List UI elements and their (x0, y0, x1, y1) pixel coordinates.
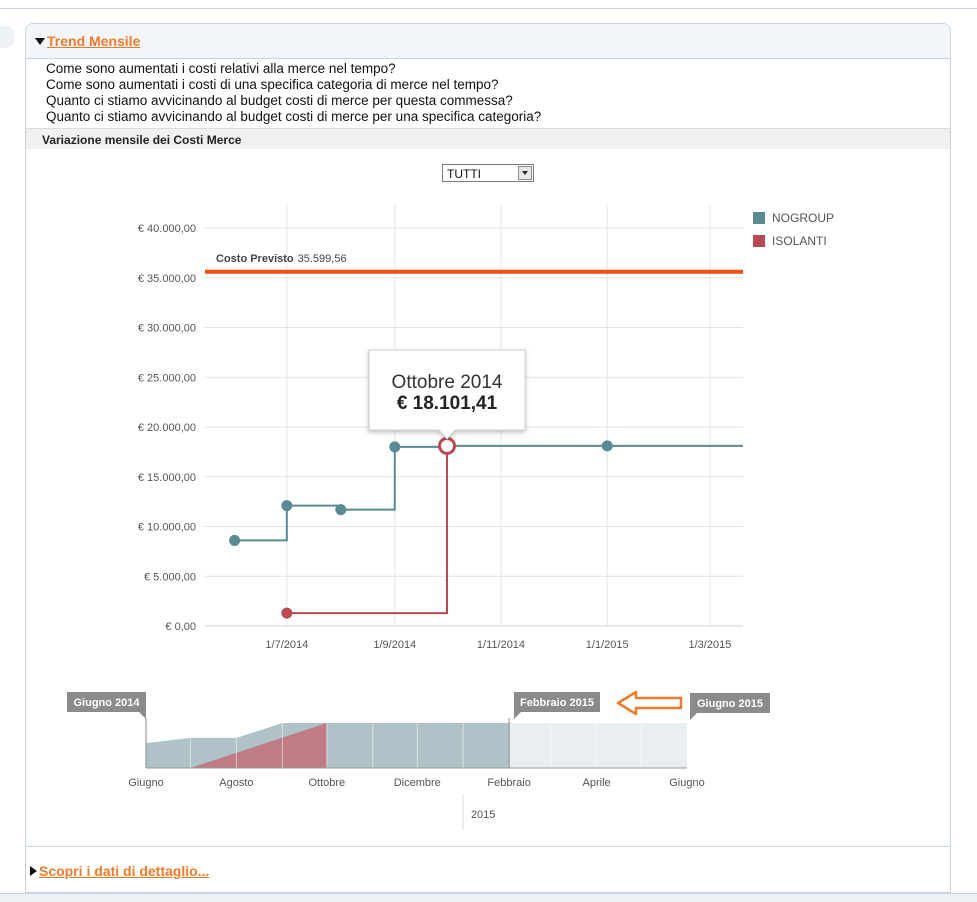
panel-header[interactable]: Trend Mensile (26, 24, 950, 59)
question-list: Come sono aumentati i costi relativi all… (46, 61, 541, 125)
collapse-side-tab[interactable] (0, 26, 14, 48)
chart-subheader: Variazione mensile dei Costi Merce (26, 128, 950, 149)
detail-data-link[interactable]: Scopri i dati di dettaglio... (39, 863, 210, 879)
question-4: Quanto ci stiamo avvicinando al budget c… (46, 109, 542, 124)
dropdown-arrow-icon[interactable] (518, 166, 532, 180)
collapsed-triangle-icon[interactable] (30, 866, 37, 876)
category-filter-value: TUTTI (447, 167, 481, 181)
chart-subheader-label: Variazione mensile dei Costi Merce (42, 133, 242, 147)
expand-triangle-icon[interactable] (35, 38, 45, 45)
question-2: Come sono aumentati i costi di una speci… (46, 77, 499, 92)
window-top-border (0, 0, 977, 9)
question-3: Quanto ci stiamo avvicinando al budget c… (46, 93, 513, 108)
panel-title-link[interactable]: Trend Mensile (47, 33, 141, 49)
window-bottom-border (0, 893, 977, 902)
category-filter-select[interactable]: TUTTI (442, 164, 534, 182)
trend-panel: Trend Mensile Come sono aumentati i cost… (25, 23, 951, 893)
panel-bottom-divider (25, 846, 951, 847)
question-1: Come sono aumentati i costi relativi all… (46, 61, 396, 76)
